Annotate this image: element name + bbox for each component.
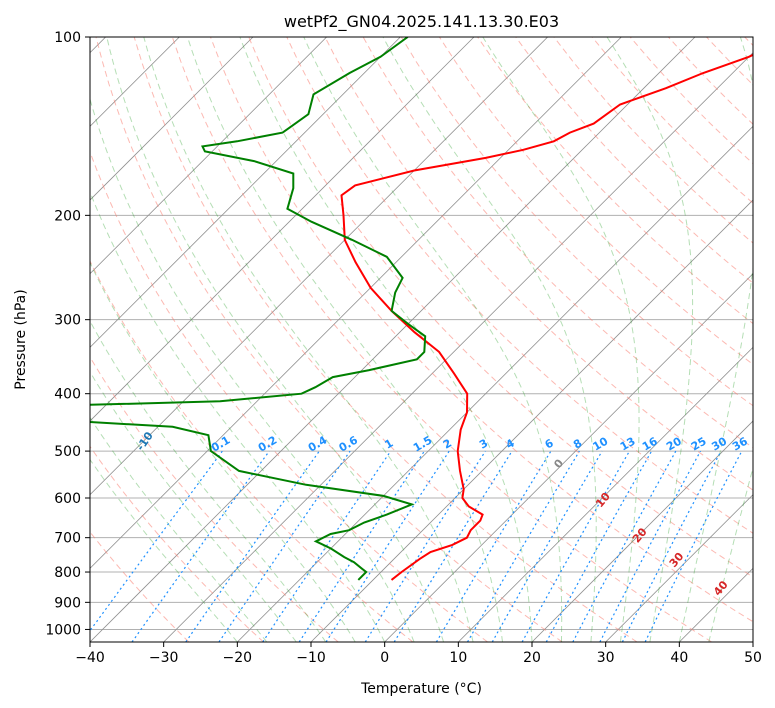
dewpoint-profile-line xyxy=(90,37,427,581)
dry-adiabat-line xyxy=(90,259,414,642)
dry-adiabat-line xyxy=(90,445,264,642)
moist-adiabat-line xyxy=(606,37,694,642)
dry-adiabat-line xyxy=(515,37,753,284)
x-tick-label: 40 xyxy=(670,650,688,666)
mixing-ratio-line xyxy=(90,450,223,632)
temperature-profile-line xyxy=(340,53,753,581)
isotherm-line xyxy=(458,346,753,642)
mixing-ratio-line xyxy=(393,450,513,642)
isotherm-line xyxy=(163,52,753,642)
moist-adiabat-line xyxy=(90,190,386,642)
mixing-ratio-line xyxy=(572,450,677,642)
moist-adiabat-line xyxy=(678,37,753,642)
y-tick-label: 700 xyxy=(54,531,81,547)
dry-adiabat-line xyxy=(286,37,753,534)
isotherm-line xyxy=(605,494,753,642)
moist-adiabat-line xyxy=(90,370,297,642)
isotherm-line xyxy=(237,125,753,642)
x-tick-label: −10 xyxy=(296,650,326,666)
mixing-ratio-line xyxy=(325,450,450,642)
x-tick-label: 20 xyxy=(523,650,541,666)
y-tick-label: 900 xyxy=(54,595,81,611)
mixing-ratio-line xyxy=(644,450,743,642)
y-tick-label: 300 xyxy=(54,313,81,329)
moist-adiabat-line xyxy=(106,37,445,642)
x-tick-label: −30 xyxy=(149,650,179,666)
y-tick-label: 600 xyxy=(54,491,81,507)
y-tick-label: 500 xyxy=(54,444,81,460)
isotherm-line xyxy=(90,37,475,422)
mixing-ratio-line xyxy=(131,450,270,642)
mixing-ratio-line xyxy=(298,450,425,642)
isotherm-line xyxy=(531,420,753,642)
y-axis: 100 200 300 400 500 600 700 800 900 1000 xyxy=(45,30,90,638)
moist-adiabat-line xyxy=(90,458,238,642)
y-tick-label: 400 xyxy=(54,387,81,403)
y-tick-label: 800 xyxy=(54,565,81,581)
mixing-ratio-line xyxy=(491,450,603,642)
x-tick-label: −40 xyxy=(75,650,105,666)
dry-adiabat-line xyxy=(95,37,563,642)
mixing-ratio-line xyxy=(521,450,631,642)
x-tick-label: 30 xyxy=(597,650,615,666)
moist-adiabat-line xyxy=(239,37,533,642)
dry-adiabat-line xyxy=(133,37,638,642)
isotherm-line xyxy=(90,37,401,348)
moist-adiabat-line xyxy=(90,261,356,642)
moist-adiabat-line xyxy=(187,37,503,642)
mixing-ratio-line xyxy=(599,450,702,642)
y-tick-label: 100 xyxy=(54,30,81,46)
x-tick-label: 0 xyxy=(380,650,389,666)
moist-adiabat-line xyxy=(143,37,474,642)
mixing-ratio-line xyxy=(435,450,552,642)
moist-adiabat-line xyxy=(708,465,753,642)
moist-adiabat-line xyxy=(303,37,563,642)
moist-adiabat-line xyxy=(90,416,268,642)
dry-adiabat-line xyxy=(210,37,753,623)
x-tick-label: −20 xyxy=(223,650,253,666)
dry-adiabat-line xyxy=(248,37,753,578)
y-axis-title: Pressure (hPa) xyxy=(13,289,29,389)
x-axis: −40 −30 −20 −10 0 10 20 30 40 50 xyxy=(75,642,762,666)
grid-layer xyxy=(90,37,753,642)
y-tick-label: 1000 xyxy=(45,622,81,638)
y-tick-label: 200 xyxy=(54,208,81,224)
isotherm-line xyxy=(90,37,548,496)
mixing-ratio-line xyxy=(466,450,580,642)
moist-adiabat-line xyxy=(482,37,640,642)
dry-adiabat-line xyxy=(171,37,712,642)
x-tick-label: 50 xyxy=(744,650,762,666)
mixing-ratio-line xyxy=(545,450,653,642)
sounding-profiles xyxy=(90,37,753,581)
isotherm-line xyxy=(90,37,696,642)
x-axis-title: Temperature (°C) xyxy=(360,681,482,697)
moist-adiabat-line xyxy=(90,320,327,642)
moist-adiabat-line xyxy=(382,37,597,642)
isotherm-line xyxy=(90,37,254,201)
mixing-ratio-line xyxy=(621,450,722,642)
isotherm-line xyxy=(90,37,327,275)
plot-frame xyxy=(89,36,754,643)
mixing-ratio-line xyxy=(185,450,320,642)
isotherm-line xyxy=(90,37,622,569)
dry-adiabat-line xyxy=(324,37,753,491)
isotherm-line xyxy=(384,273,753,642)
chart-title: wetPf2_GN04.2025.141.13.30.E03 xyxy=(284,12,559,32)
x-tick-label: 10 xyxy=(449,650,467,666)
